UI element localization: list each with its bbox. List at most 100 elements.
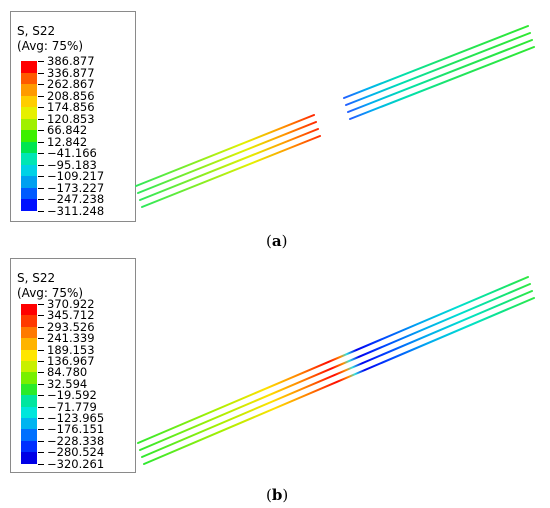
- legend-tick: [38, 315, 44, 317]
- legend-tick: [38, 141, 44, 143]
- legend-swatch: [21, 361, 37, 373]
- fiber-line: [141, 135, 321, 208]
- legend-tick: [38, 72, 44, 74]
- fiber-line: [137, 121, 317, 194]
- legend-subtitle: (Avg: 75%): [17, 39, 84, 53]
- legend-panel-a: S, S22 (Avg: 75%) 386.877 336.877 262.867 2…: [10, 11, 136, 222]
- legend-value: −228.338: [47, 433, 105, 448]
- legend-swatch: [21, 452, 37, 464]
- legend-value: −320.261: [47, 456, 105, 471]
- legend-value: −176.151: [47, 422, 105, 437]
- legend-tick: [38, 61, 44, 62]
- legend-swatch: [21, 440, 37, 453]
- fiber-line: [343, 25, 529, 99]
- legend-value: 208.856: [47, 88, 95, 103]
- legend-tick: [38, 187, 44, 189]
- legend-swatch: [21, 164, 37, 176]
- legend-swatch: [21, 130, 37, 142]
- legend-value: 12.842: [47, 134, 88, 149]
- legend-tick: [38, 440, 44, 442]
- legend-swatch: [21, 395, 37, 407]
- legend-tick: [38, 418, 44, 419]
- legend-tick: [38, 95, 44, 97]
- fiber-line: [137, 276, 529, 444]
- fiber-line: [139, 128, 319, 201]
- legend-value: −41.166: [47, 146, 97, 160]
- legend-tick: [38, 153, 44, 154]
- legend-value: 262.867: [47, 77, 95, 91]
- legend-swatch: [21, 338, 37, 350]
- lower-fiber-bundle-a: [135, 114, 321, 208]
- legend-value: −311.248: [47, 203, 105, 218]
- legend-tick: [38, 164, 44, 166]
- legend-tick: [38, 429, 44, 431]
- legend-swatch: [21, 315, 37, 327]
- legend-value: 345.712: [47, 308, 95, 323]
- legend-swatch: [21, 61, 37, 73]
- legend-subtitle: (Avg: 75%): [17, 286, 84, 300]
- legend-swatch: [21, 349, 37, 361]
- legend-tick: [38, 130, 44, 131]
- legend-tick: [38, 210, 44, 212]
- legend-tick: [38, 406, 44, 408]
- legend-swatch: [21, 176, 37, 188]
- legend-value: 66.842: [47, 123, 88, 137]
- legend-value: −173.227: [47, 180, 105, 195]
- legend-swatch: [21, 141, 37, 153]
- legend-value: −19.592: [47, 388, 97, 403]
- legend-tick: [38, 395, 44, 397]
- legend-value: −280.524: [47, 445, 105, 460]
- legend-swatch: [21, 72, 37, 84]
- legend-swatch: [21, 187, 37, 199]
- fiber-line: [135, 114, 315, 187]
- legend-value: 120.853: [47, 111, 95, 126]
- legend-value: 370.922: [47, 297, 95, 311]
- legend-value: 32.594: [47, 376, 88, 391]
- legend-tick: [38, 199, 44, 200]
- legend-swatch: [21, 383, 37, 396]
- legend-value: 293.526: [47, 319, 95, 334]
- fiber-line: [139, 283, 531, 451]
- legend-swatch: [21, 107, 37, 119]
- fiber-line: [345, 32, 531, 106]
- fiber-line: [141, 290, 533, 458]
- legend-value: −247.238: [47, 192, 105, 206]
- legend-swatch: [21, 326, 37, 339]
- legend-panel-b: S, S22 (Avg: 75%) 370.922 345.712 293.526 2…: [10, 258, 136, 473]
- legend-value: −109.217: [47, 169, 105, 183]
- legend-swatch: [21, 418, 37, 430]
- legend-tick: [38, 452, 44, 454]
- legend-tick: [38, 372, 44, 374]
- legend-tick: [38, 349, 44, 351]
- legend-tick: [38, 338, 44, 340]
- legend-swatch: [21, 153, 37, 165]
- caption-b: (b): [266, 486, 289, 504]
- legend-swatch: [21, 429, 37, 441]
- legend-value: −123.965: [47, 411, 105, 425]
- legend-value: 189.153: [47, 342, 95, 357]
- legend-tick: [38, 118, 44, 120]
- fiber-bundle-b: [137, 276, 535, 465]
- legend-tick: [38, 304, 44, 305]
- legend-tick: [38, 463, 44, 465]
- legend-tick: [38, 107, 44, 108]
- caption-a: (a): [266, 232, 288, 250]
- legend-value: 84.780: [47, 365, 88, 380]
- legend-value: 241.339: [47, 331, 95, 346]
- legend-tick: [38, 84, 44, 85]
- legend-value: 136.967: [47, 354, 95, 368]
- legend-swatch: [21, 118, 37, 130]
- legend-swatch: [21, 199, 37, 211]
- legend-value: −95.183: [47, 157, 97, 172]
- legend-tick: [38, 176, 44, 177]
- legend-swatch: [21, 372, 37, 384]
- legend-value: 336.877: [47, 65, 95, 80]
- legend-title: S, S22: [17, 271, 56, 285]
- fiber-line: [143, 297, 535, 465]
- legend-value: 174.856: [47, 100, 95, 114]
- legend-swatch: [21, 406, 37, 418]
- legend-title: S, S22: [17, 24, 56, 38]
- legend-value: 386.877: [47, 54, 95, 68]
